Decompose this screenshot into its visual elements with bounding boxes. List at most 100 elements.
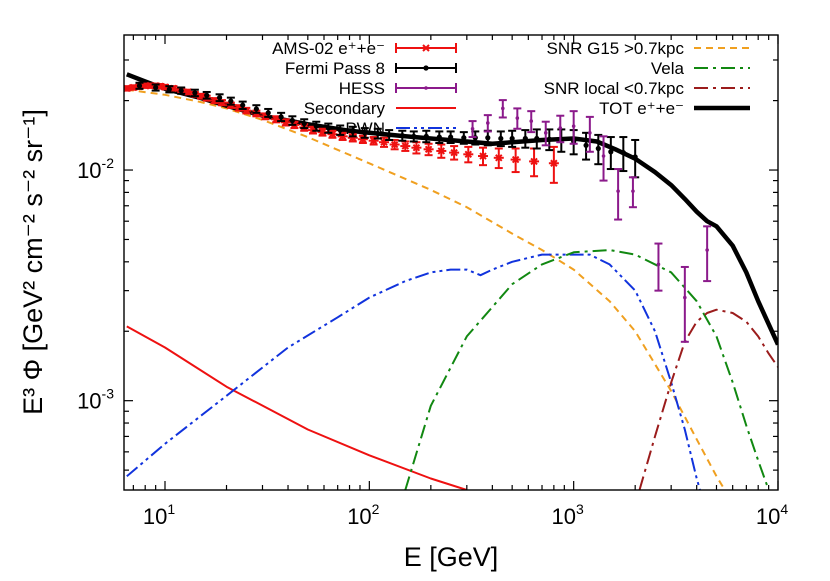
data-point-fermi [190,88,199,98]
data-point-fermi [202,90,211,100]
data-point-ams [510,147,521,174]
data-point-hess [680,265,689,343]
data-point-fermi [252,104,261,114]
legend-label: TOT e⁺+e⁻ [599,99,684,118]
data-point-fermi [336,124,345,136]
plot-frame [123,34,779,491]
data-point-fermi [619,136,628,173]
legend-entry-hess: HESS [339,79,457,98]
data-point-hess [703,225,712,283]
series-line-tot [125,72,778,346]
data-point-fermi [277,111,286,123]
series-layer [125,72,778,490]
data-point-ams [529,147,540,178]
data-point-fermi [135,81,144,90]
legend-label: HESS [339,79,385,98]
data-point-fermi [177,86,186,95]
legend-entry-fermi: Fermi Pass 8 [285,59,457,78]
data-point-ams [436,143,447,159]
data-point-fermi [459,131,468,145]
tick-labels: 101 102 103 104 10-3 10-2 [77,155,788,529]
legend-label: SNR local <0.7kpc [544,79,685,98]
data-point-fermi [151,83,160,92]
data-point-fermi [373,127,382,140]
y-tick-label: 10-2 [77,155,114,183]
data-point-fermi [324,122,333,134]
legend-label: PWN [345,119,385,138]
data-point-hess [483,114,492,133]
data-point-ams [548,145,559,184]
data-point-hess [614,168,623,221]
legend-entry-tot: TOT e⁺+e⁻ [599,99,750,118]
data-point-fermi [288,115,297,126]
legend-entry-local: SNR local <0.7kpc [544,79,750,98]
data-point-fermi [312,120,321,132]
y-tick-label: 10-3 [77,386,114,414]
data-point-fermi [398,129,407,142]
data-point-fermi [409,130,418,143]
data-point-hess [541,120,550,147]
legend-entry-vela: Vela [651,59,750,78]
x-tick-label: 103 [552,501,584,529]
legend-entry-pwn: PWN [345,119,456,138]
data-point-ams [389,138,400,151]
data-point-fermi [496,130,505,148]
data-point-fermi [606,136,615,171]
data-point-fermi [446,130,455,144]
data-point-fermi [226,96,235,106]
data-point-fermi [165,85,174,94]
series-line-local [638,308,778,490]
data-point-hess [628,176,637,209]
data-point-ams [411,141,422,155]
data-point-ams [493,147,504,170]
x-tick-label: 104 [756,501,788,529]
data-point-fermi [435,130,444,144]
legend-label: Vela [651,59,685,78]
data-point-ams [216,98,227,107]
legend: AMS-02 e⁺+e⁻Fermi Pass 8HESSSecondaryPWN… [272,39,750,138]
data-point-fermi [215,93,224,103]
legend-entry-ams: AMS-02 e⁺+e⁻ [272,39,457,58]
data-point-ams [478,146,489,167]
data-points-layer [124,81,712,343]
data-point-ams [368,136,379,146]
data-point-fermi [508,129,517,148]
legend-label: Fermi Pass 8 [285,59,385,78]
series-line-pwn [126,253,702,490]
data-point-fermi [545,128,554,152]
data-point-hess [468,120,477,139]
legend-label: SNR G15 >0.7kpc [547,39,685,58]
data-point-hess [498,99,507,119]
legend-label: Secondary [304,99,386,118]
legend-entry-g15: SNR G15 >0.7kpc [547,39,750,58]
data-point-hess [527,110,536,134]
data-point-ams [271,115,282,124]
data-point-hess [599,135,608,182]
data-point-hess [654,242,663,292]
data-point-fermi [521,129,530,149]
x-tick-label: 102 [347,501,379,529]
data-point-fermi [300,118,309,130]
data-point-fermi [385,129,394,141]
legend-label: AMS-02 e⁺+e⁻ [272,39,385,58]
data-point-fermi [348,125,357,138]
data-point-fermi [238,100,247,110]
data-point-ams [449,145,460,161]
axis-ticks [124,35,779,490]
x-tick-label: 101 [143,501,175,529]
data-point-hess [585,115,594,153]
data-point-ams [463,145,474,164]
x-axis-title: E [GeV] [404,542,499,572]
data-point-hess [556,114,565,144]
data-point-hess [513,107,522,130]
data-point-ams [400,140,411,152]
y-axis-title: E³ Φ [GeV² cm⁻² s⁻² sr⁻¹] [18,109,48,415]
series-line-secondary [126,325,468,490]
data-point-fermi [422,129,431,144]
data-point-fermi [594,133,603,166]
data-point-fermi [264,107,273,118]
series-line-vela [404,249,770,490]
data-point-ams [423,142,434,157]
data-point-fermi [532,128,541,150]
legend-entry-secondary: Secondary [304,99,456,118]
